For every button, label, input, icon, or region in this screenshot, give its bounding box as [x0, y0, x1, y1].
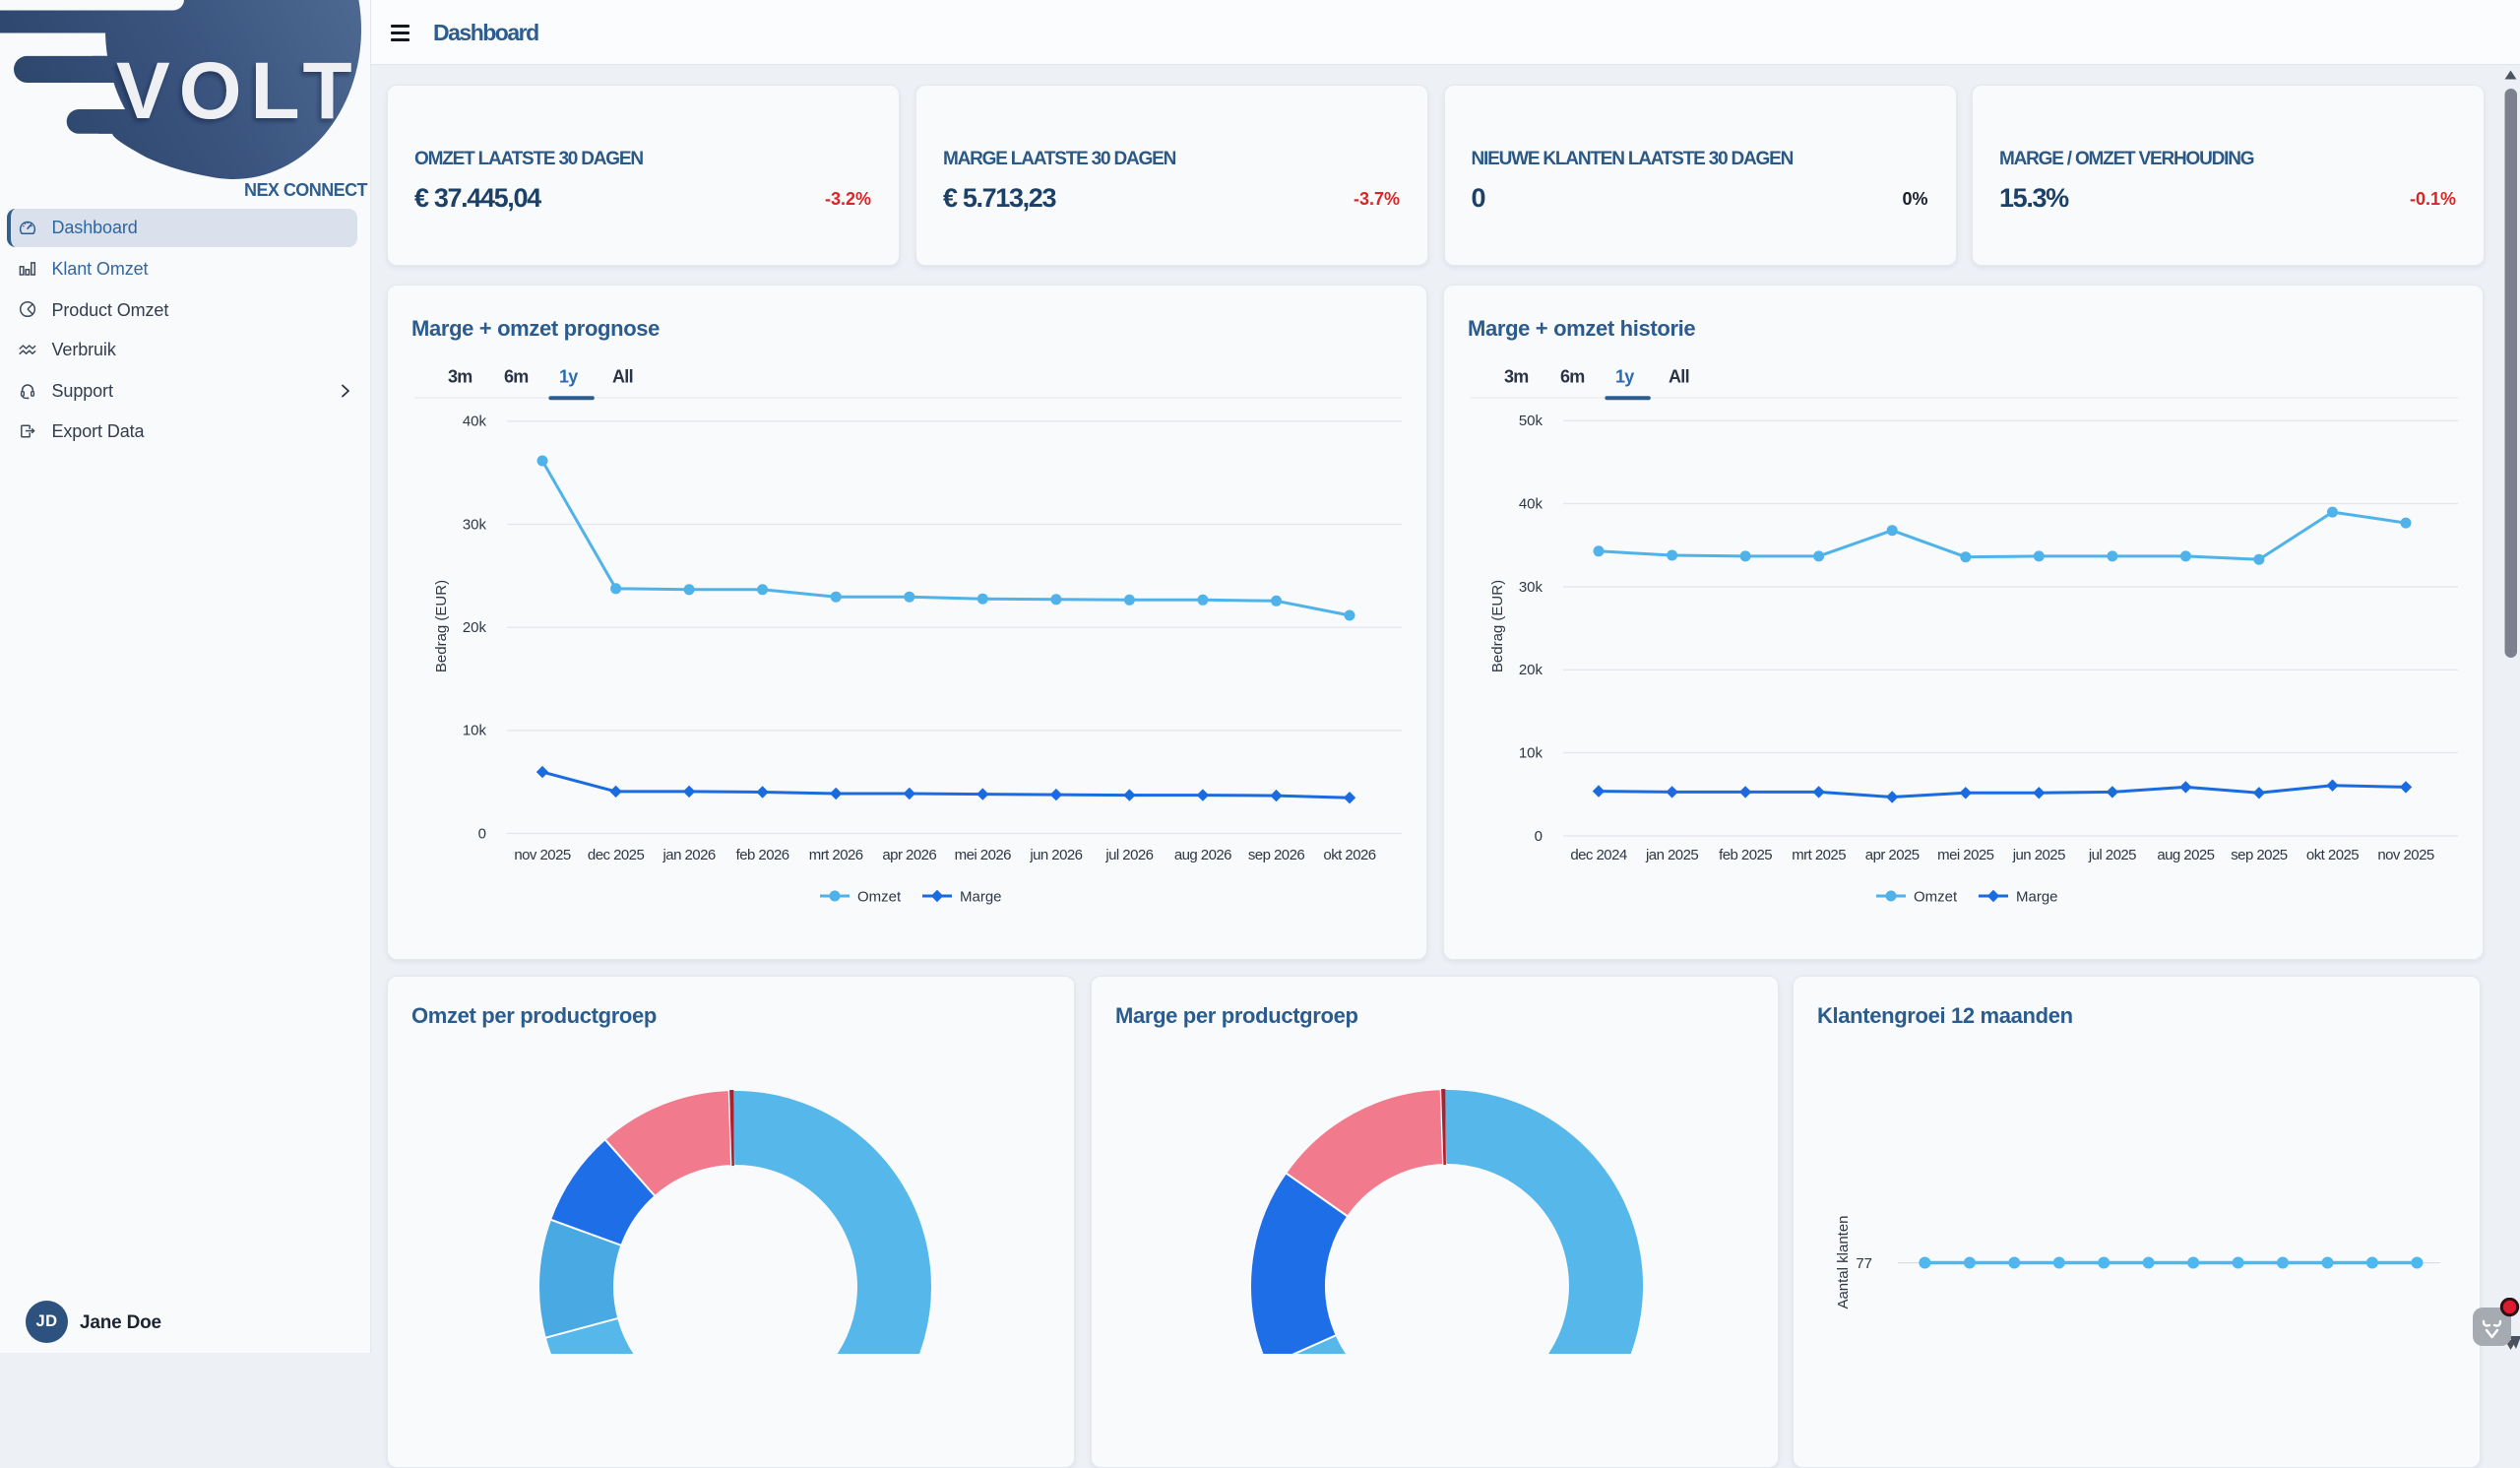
svg-text:mei 2025: mei 2025 — [1937, 847, 1994, 863]
svg-text:1y: 1y — [1615, 367, 1634, 387]
svg-text:mrt 2026: mrt 2026 — [809, 847, 863, 863]
svg-text:jul 2026: jul 2026 — [1104, 847, 1153, 863]
svg-text:Bedrag (EUR): Bedrag (EUR) — [433, 580, 450, 672]
svg-text:0: 0 — [1535, 828, 1543, 845]
svg-text:40k: 40k — [463, 414, 487, 430]
svg-text:Marge: Marge — [960, 889, 1002, 906]
svg-text:okt 2025: okt 2025 — [2306, 847, 2359, 863]
svg-text:sep 2025: sep 2025 — [2231, 847, 2288, 863]
svg-text:20k: 20k — [463, 619, 487, 636]
svg-text:All: All — [612, 367, 633, 387]
svg-text:10k: 10k — [463, 723, 487, 739]
svg-text:30k: 30k — [1519, 579, 1544, 596]
svg-text:jun 2025: jun 2025 — [2012, 847, 2065, 863]
svg-text:dec 2025: dec 2025 — [588, 847, 645, 863]
svg-text:3m: 3m — [1504, 367, 1529, 387]
svg-text:3m: 3m — [448, 367, 472, 387]
svg-text:aug 2025: aug 2025 — [2157, 847, 2214, 863]
svg-text:All: All — [1669, 367, 1689, 387]
svg-text:40k: 40k — [1519, 495, 1544, 512]
svg-text:77: 77 — [1856, 1255, 1872, 1272]
svg-text:20k: 20k — [1519, 662, 1544, 678]
svg-text:Marge: Marge — [2016, 889, 2058, 906]
svg-text:apr 2025: apr 2025 — [1865, 847, 1920, 863]
svg-text:10k: 10k — [1519, 744, 1544, 761]
svg-text:Aantal klanten: Aantal klanten — [1835, 1215, 1852, 1308]
svg-text:50k: 50k — [1519, 413, 1544, 429]
svg-text:nov 2025: nov 2025 — [2377, 847, 2434, 863]
svg-text:30k: 30k — [463, 516, 487, 533]
svg-text:jan 2025: jan 2025 — [1645, 847, 1698, 863]
svg-text:apr 2026: apr 2026 — [882, 847, 936, 863]
svg-text:6m: 6m — [504, 367, 529, 387]
svg-text:mrt 2025: mrt 2025 — [1792, 847, 1846, 863]
svg-text:jan 2026: jan 2026 — [662, 847, 716, 863]
svg-text:Omzet: Omzet — [1914, 889, 1958, 906]
svg-text:dec 2024: dec 2024 — [1570, 847, 1627, 863]
svg-text:jul 2025: jul 2025 — [2088, 847, 2136, 863]
svg-text:feb 2025: feb 2025 — [1719, 847, 1772, 863]
svg-text:Bedrag (EUR): Bedrag (EUR) — [1489, 580, 1506, 672]
svg-text:mei 2026: mei 2026 — [955, 847, 1012, 863]
svg-text:Omzet: Omzet — [857, 889, 902, 906]
svg-text:0: 0 — [478, 825, 486, 842]
svg-text:1y: 1y — [559, 367, 578, 387]
svg-text:VOLT: VOLT — [116, 46, 361, 136]
svg-text:nov 2025: nov 2025 — [514, 847, 571, 863]
svg-text:jun 2026: jun 2026 — [1029, 847, 1082, 863]
svg-text:6m: 6m — [1560, 367, 1585, 387]
svg-text:okt 2026: okt 2026 — [1323, 847, 1375, 863]
svg-text:sep 2026: sep 2026 — [1248, 847, 1305, 863]
svg-text:feb 2026: feb 2026 — [736, 847, 789, 863]
svg-text:aug 2026: aug 2026 — [1174, 847, 1231, 863]
